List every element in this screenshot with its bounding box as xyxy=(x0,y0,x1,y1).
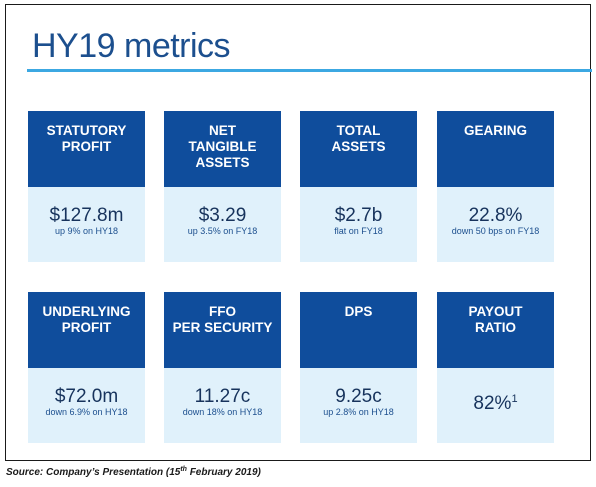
metric-body: 11.27c down 18% on HY18 xyxy=(164,368,281,443)
metric-card-underlying-profit: UNDERLYING PROFIT $72.0m down 6.9% on HY… xyxy=(28,292,145,443)
slide-frame: HY19 metrics STATUTORY PROFIT $127.8m up… xyxy=(5,4,592,461)
metric-header-line: ASSETS xyxy=(331,139,386,154)
metric-card-ffo-per-security: FFO PER SECURITY 11.27c down 18% on HY18 xyxy=(164,292,281,443)
metric-value: $72.0m xyxy=(54,386,119,407)
metric-header: STATUTORY PROFIT xyxy=(28,111,145,187)
metric-value: $2.7b xyxy=(334,205,383,226)
metric-comparison: down 50 bps on FY18 xyxy=(451,226,540,236)
metric-value: 22.8% xyxy=(468,205,523,226)
metric-header-line: DPS xyxy=(344,304,373,319)
metric-comparison: flat on FY18 xyxy=(334,226,383,236)
metric-comparison: up 9% on HY18 xyxy=(54,226,119,236)
metric-value: $3.29 xyxy=(198,205,247,226)
metric-comparison: down 6.9% on HY18 xyxy=(45,407,128,417)
slide-title: HY19 metrics xyxy=(32,27,231,65)
metric-header-line: TANGIBLE xyxy=(188,139,257,154)
footnote-marker: 1 xyxy=(511,393,518,405)
metric-card-gearing: GEARING 22.8% down 50 bps on FY18 xyxy=(437,111,554,262)
source-caption-ordinal: th xyxy=(180,466,187,473)
metric-value: 9.25c xyxy=(335,386,382,407)
metric-body: 22.8% down 50 bps on FY18 xyxy=(437,187,554,262)
metric-comparison: down 18% on HY18 xyxy=(182,407,263,417)
metric-header: GEARING xyxy=(437,111,554,187)
metric-header-line: FFO xyxy=(209,304,236,319)
metric-header: UNDERLYING PROFIT xyxy=(28,292,145,368)
metric-header-line: NET xyxy=(209,123,236,138)
metric-card-net-tangible-assets: NET TANGIBLE ASSETS $3.29 up 3.5% on FY1… xyxy=(164,111,281,262)
metric-card-payout-ratio: PAYOUT RATIO 82%1 xyxy=(437,292,554,443)
metric-header-line: TOTAL xyxy=(336,123,381,138)
metric-card-dps: DPS 9.25c up 2.8% on HY18 xyxy=(300,292,417,443)
metric-header-line: GEARING xyxy=(463,123,527,138)
metric-value: $127.8m xyxy=(49,205,124,226)
metric-header: TOTAL ASSETS xyxy=(300,111,417,187)
metric-header-line: PROFIT xyxy=(61,139,112,154)
metric-header-line: RATIO xyxy=(475,320,516,335)
metric-header: NET TANGIBLE ASSETS xyxy=(164,111,281,187)
source-caption-prefix: Source: Company’s Presentation (15 xyxy=(6,467,181,478)
metric-body: 9.25c up 2.8% on HY18 xyxy=(300,368,417,443)
metric-header-line: ASSETS xyxy=(195,155,250,170)
metric-header: FFO PER SECURITY xyxy=(164,292,281,368)
source-caption-suffix: February 2019) xyxy=(186,467,261,478)
metric-comparison: up 3.5% on FY18 xyxy=(187,226,258,236)
metric-card-statutory-profit: STATUTORY PROFIT $127.8m up 9% on HY18 xyxy=(28,111,145,262)
metric-body: 82%1 xyxy=(437,368,554,443)
metric-header-line: PAYOUT xyxy=(468,304,523,319)
metric-header-line: PER SECURITY xyxy=(172,320,273,335)
metric-value: 11.27c xyxy=(194,386,251,407)
metric-body: $127.8m up 9% on HY18 xyxy=(28,187,145,262)
metric-comparison: up 2.8% on HY18 xyxy=(323,407,394,417)
metric-body: $72.0m down 6.9% on HY18 xyxy=(28,368,145,443)
metric-header: PAYOUT RATIO xyxy=(437,292,554,368)
title-underline xyxy=(27,69,592,72)
metric-body: $2.7b flat on FY18 xyxy=(300,187,417,262)
metric-value-text: 82% xyxy=(473,393,512,414)
metric-header: DPS xyxy=(300,292,417,368)
metric-header-line: PROFIT xyxy=(61,320,112,335)
metric-card-total-assets: TOTAL ASSETS $2.7b flat on FY18 xyxy=(300,111,417,262)
metric-body: $3.29 up 3.5% on FY18 xyxy=(164,187,281,262)
metric-header-line: UNDERLYING xyxy=(42,304,131,319)
metric-value: 82%1 xyxy=(437,394,554,414)
source-caption: Source: Company’s Presentation (15th Feb… xyxy=(6,466,261,478)
metric-header-line: STATUTORY xyxy=(46,123,127,138)
